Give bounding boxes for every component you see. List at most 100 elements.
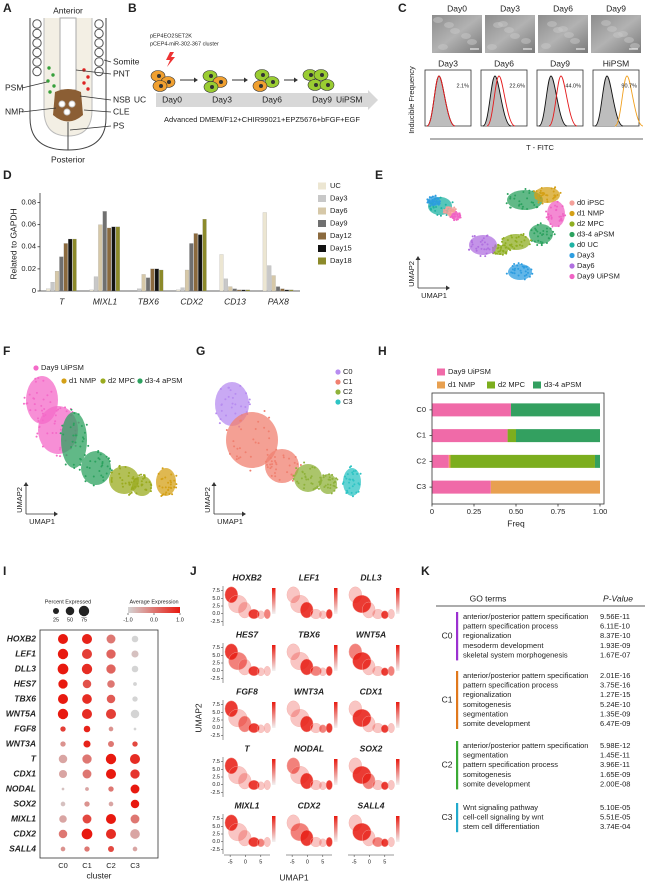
panel-letter: A — [3, 1, 12, 15]
cell-point — [132, 476, 135, 479]
cell-point — [554, 204, 557, 207]
bar-segment — [448, 454, 451, 468]
color-legend-label: 1.0 — [176, 617, 184, 623]
legend-marker — [569, 210, 575, 217]
cell-point — [495, 252, 498, 255]
cell-point — [547, 213, 550, 216]
expression-cloud — [286, 586, 300, 603]
cell-point — [562, 214, 565, 217]
cell-point — [434, 200, 437, 203]
cell-point — [134, 485, 137, 488]
cell-point — [92, 484, 95, 487]
cell-point — [278, 478, 281, 481]
nucleus — [259, 84, 263, 88]
y-tick-label: 2.5 — [212, 660, 220, 666]
cell-point — [533, 240, 536, 243]
cell-point — [54, 420, 57, 423]
colony — [541, 43, 551, 49]
panel-letter: B — [128, 1, 137, 15]
legend-marker — [100, 378, 106, 384]
expression-dot — [108, 846, 114, 852]
cell-point — [450, 215, 453, 218]
p-value: 5.98E-12 — [600, 741, 630, 750]
gene-title: LEF1 — [299, 572, 320, 582]
cell-point — [534, 197, 537, 200]
bar-segment — [510, 403, 600, 417]
y-axis-title: UMAP2 — [193, 703, 203, 733]
cell-point — [137, 485, 140, 488]
cell-point — [119, 476, 122, 479]
cell-point — [94, 460, 97, 463]
cell-point — [303, 461, 306, 464]
cell-point — [161, 486, 164, 489]
nucleus — [219, 80, 223, 84]
colony — [461, 33, 471, 39]
x-tick-label: 5 — [383, 859, 386, 865]
p-value: 6.11E-10 — [600, 622, 630, 631]
cell-point — [170, 487, 173, 490]
nmp-cell — [58, 100, 66, 108]
cell-point — [470, 245, 473, 248]
cell-point — [85, 423, 88, 426]
cell-point — [28, 393, 31, 396]
p-value: 3.75E-16 — [600, 681, 630, 690]
expression-cloud — [286, 757, 300, 774]
gene-title: CDX1 — [360, 686, 383, 696]
legend-marker — [61, 378, 67, 384]
cell-point — [326, 486, 329, 489]
cell-point — [59, 432, 62, 435]
cell-point — [431, 201, 434, 204]
x-tick-label: 0.75 — [551, 507, 566, 516]
cell-point — [561, 213, 564, 216]
expression-dot — [133, 682, 137, 686]
cell-point — [175, 483, 178, 486]
legend-marker — [569, 200, 575, 206]
expression-dot — [60, 741, 66, 747]
bar — [68, 238, 73, 292]
legend-swatch — [533, 381, 541, 389]
cell-point — [459, 216, 462, 219]
gene-title: HES7 — [236, 629, 259, 639]
cell-point — [248, 398, 251, 401]
cell-point — [148, 481, 151, 484]
cell-point — [80, 424, 83, 427]
plot-frame — [39, 629, 159, 859]
cell-point — [89, 460, 92, 463]
cell-point — [318, 480, 321, 483]
gene-label: SALL4 — [9, 843, 36, 853]
cell-point — [520, 233, 523, 236]
color-bar — [128, 607, 180, 613]
cell-point — [71, 440, 74, 443]
cell-point — [79, 458, 82, 461]
cell-point — [164, 486, 167, 489]
nucleus — [314, 83, 318, 87]
cell-point — [234, 412, 237, 415]
cell-point — [173, 486, 176, 489]
y-tick-label: 2.5 — [212, 603, 220, 609]
cell-point — [528, 189, 531, 192]
cell-point — [487, 247, 490, 250]
y-tick-label: 0.0 — [212, 725, 220, 731]
size-legend-dot — [65, 606, 75, 616]
cell-point — [86, 466, 89, 469]
bar — [63, 243, 68, 292]
label: pEP4EO2SET2K — [150, 33, 192, 39]
cell-point — [157, 472, 160, 475]
gene-title: DLL3 — [360, 572, 382, 582]
y-tick-label: 2.5 — [212, 831, 220, 837]
cell-point — [346, 489, 349, 492]
cell-point — [275, 468, 278, 471]
bar — [111, 226, 116, 292]
cell-point — [545, 233, 548, 236]
cell-point — [559, 215, 562, 218]
expression-cloud — [310, 609, 322, 620]
arrow-head — [242, 511, 246, 517]
cell-point — [51, 432, 54, 435]
cell-point — [142, 477, 145, 480]
cell-point — [431, 195, 434, 198]
cell-point — [263, 409, 266, 412]
expression-dot — [81, 633, 93, 645]
cell-point — [545, 216, 548, 219]
cell-point — [101, 461, 104, 464]
cell-point — [34, 380, 37, 383]
